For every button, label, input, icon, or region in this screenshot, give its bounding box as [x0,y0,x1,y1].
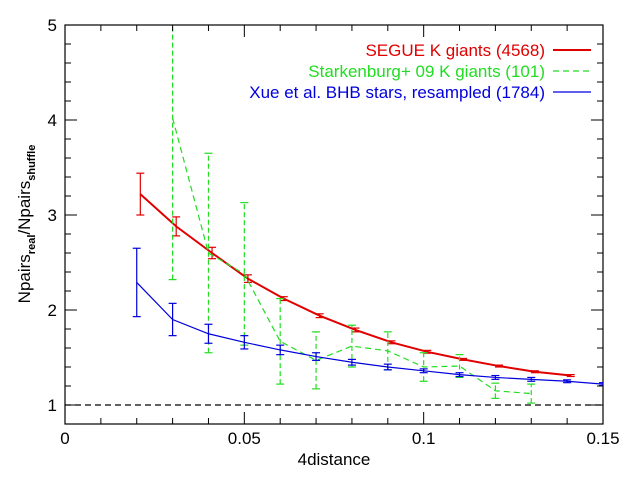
x-tick-label: 0.15 [586,429,619,448]
series-line [136,282,603,385]
y-axis-label: Npairsreal/Npairsshuffle [15,145,38,304]
legend-label: Xue et al. BHB stars, resampled (1784) [249,83,545,102]
y-tick-label: 3 [48,206,57,225]
series-line [172,117,532,395]
series-line [139,193,571,377]
legend-label: Starkenburg+ 09 K giants (101) [308,62,545,81]
y-tick-label: 1 [48,396,57,415]
y-tick-label: 5 [48,16,57,35]
y-label-part: Npairs [15,254,34,303]
legend-label: SEGUE K giants (4568) [365,41,545,60]
y-label-part: /Npairs [15,181,34,235]
x-tick-label: 0.1 [412,429,436,448]
y-tick-label: 4 [48,111,57,130]
x-tick-label: 0.05 [228,429,261,448]
x-tick-label: 0 [60,429,69,448]
y-label-subscript: real [26,235,38,255]
x-axis-label: 4distance [298,450,371,469]
y-label-subscript: shuffle [26,145,38,181]
plot-area [132,25,603,404]
y-tick-label: 2 [48,301,57,320]
plot-frame [64,24,604,425]
